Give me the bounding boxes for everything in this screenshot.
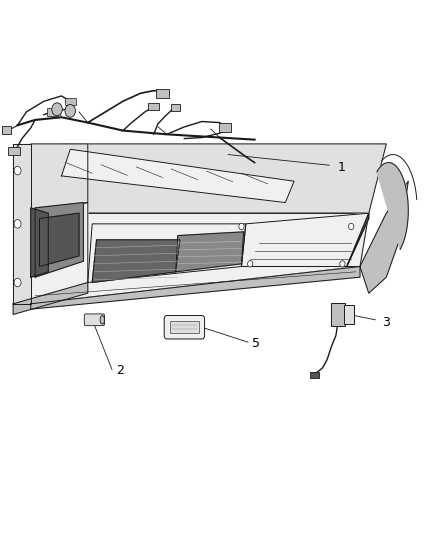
- Polygon shape: [13, 282, 88, 314]
- Circle shape: [14, 278, 21, 287]
- Circle shape: [65, 104, 75, 117]
- Polygon shape: [39, 213, 79, 266]
- Polygon shape: [346, 213, 368, 266]
- Text: 3: 3: [381, 316, 389, 329]
- FancyBboxPatch shape: [170, 104, 180, 111]
- FancyBboxPatch shape: [156, 89, 168, 98]
- FancyBboxPatch shape: [2, 126, 11, 134]
- Polygon shape: [175, 232, 243, 272]
- FancyBboxPatch shape: [164, 316, 204, 339]
- Polygon shape: [92, 240, 180, 282]
- FancyBboxPatch shape: [47, 108, 58, 116]
- Polygon shape: [13, 144, 31, 304]
- Polygon shape: [31, 144, 88, 213]
- Polygon shape: [31, 203, 88, 304]
- Text: 5: 5: [252, 337, 260, 350]
- FancyBboxPatch shape: [8, 147, 20, 155]
- Polygon shape: [359, 181, 407, 293]
- Circle shape: [14, 220, 21, 228]
- FancyBboxPatch shape: [330, 303, 344, 326]
- Circle shape: [339, 261, 344, 267]
- Text: 1: 1: [337, 161, 345, 174]
- FancyBboxPatch shape: [343, 305, 353, 324]
- Circle shape: [14, 166, 21, 175]
- Circle shape: [348, 223, 353, 230]
- FancyBboxPatch shape: [170, 321, 198, 333]
- Polygon shape: [61, 149, 293, 203]
- Polygon shape: [376, 163, 407, 249]
- Polygon shape: [35, 203, 83, 277]
- FancyBboxPatch shape: [64, 98, 76, 105]
- FancyBboxPatch shape: [309, 372, 318, 378]
- Polygon shape: [31, 266, 359, 309]
- Ellipse shape: [100, 316, 104, 324]
- Polygon shape: [31, 208, 48, 277]
- Polygon shape: [31, 213, 368, 304]
- Circle shape: [238, 223, 244, 230]
- Polygon shape: [39, 144, 385, 213]
- Circle shape: [52, 103, 62, 116]
- FancyBboxPatch shape: [148, 103, 159, 110]
- Polygon shape: [241, 213, 368, 266]
- FancyBboxPatch shape: [219, 123, 230, 132]
- Polygon shape: [88, 224, 245, 282]
- Circle shape: [247, 261, 252, 267]
- Text: 2: 2: [116, 364, 124, 377]
- FancyBboxPatch shape: [84, 314, 104, 326]
